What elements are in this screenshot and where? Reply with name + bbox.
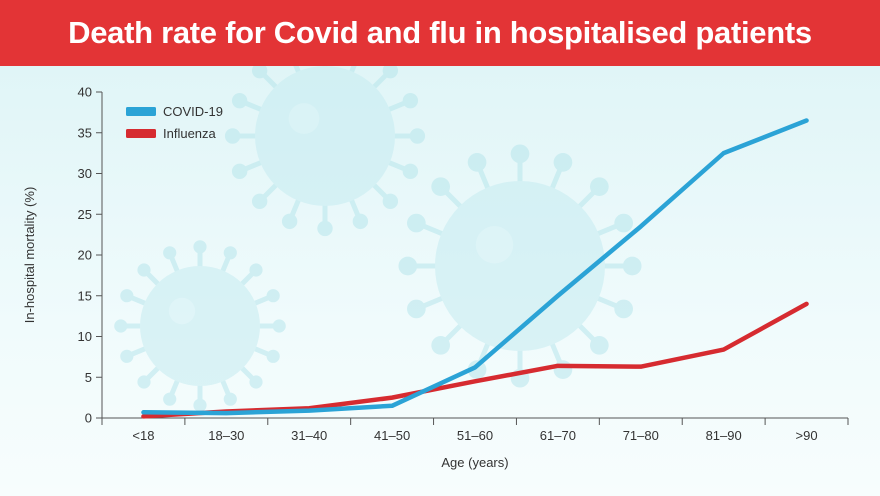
virus-spike-tip	[402, 92, 419, 109]
virus-spike-tip	[249, 375, 263, 389]
virus-spike-tip	[251, 66, 268, 79]
virus-spike-tip	[114, 319, 128, 333]
virus-spike-tip	[137, 263, 151, 277]
virus-spike-tip	[398, 256, 418, 276]
virus-spike-tip	[163, 392, 177, 406]
virus-spike-tip	[223, 246, 237, 260]
virus-spike-tip	[266, 289, 280, 303]
x-tick-label: 71–80	[623, 428, 659, 443]
y-tick-label: 0	[85, 411, 92, 426]
legend-swatch-influenza	[126, 129, 156, 138]
x-tick-label: 41–50	[374, 428, 410, 443]
virus-spike-tip	[589, 335, 609, 355]
virus-spike-tip	[137, 375, 151, 389]
virus-spike-tip	[163, 246, 177, 260]
x-tick-label: 31–40	[291, 428, 327, 443]
virus-spike-tip	[589, 177, 609, 197]
virus-spike-tip	[409, 128, 426, 144]
virus-spike-tip	[467, 152, 487, 172]
line-chart: 0 5 10 15 20 25 30 35 40 <18 18–30 31–40 41–50 51–60…	[22, 66, 849, 470]
virus-spike-tip	[272, 319, 286, 333]
x-tick-label: 81–90	[706, 428, 742, 443]
virus-spike-tip	[231, 163, 248, 180]
x-tick-label: 18–30	[208, 428, 244, 443]
virus-spike-tip	[467, 360, 487, 380]
virus-spike-tip	[251, 193, 268, 210]
virus-spike-tip	[553, 360, 573, 380]
virus-spike-tip	[317, 220, 333, 237]
virus-highlight	[168, 297, 196, 325]
chart-title: Death rate for Covid and flu in hospital…	[68, 15, 812, 50]
legend-swatch-covid-19	[126, 107, 156, 116]
virus-body	[255, 66, 395, 206]
virus-body	[435, 181, 605, 351]
y-axis-ticks: 0 5 10 15 20 25 30 35 40	[78, 85, 102, 426]
x-axis-ticks: <18 18–30 31–40 41–50 51–60 61–70 71–80 81–90 >9…	[101, 418, 849, 443]
x-tick-label: >90	[796, 428, 818, 443]
x-tick-label: 51–60	[457, 428, 493, 443]
virus-background-illustration	[114, 66, 642, 412]
x-axis-title: Age (years)	[441, 455, 508, 470]
virus-spike-tip	[249, 263, 263, 277]
y-tick-label: 40	[78, 85, 92, 100]
virus-spike-tip	[553, 152, 573, 172]
y-tick-label: 35	[78, 125, 92, 140]
y-tick-label: 10	[78, 329, 92, 344]
virus-highlight	[475, 226, 514, 264]
legend-label-influenza: Influenza	[163, 126, 217, 141]
virus-spike-tip	[431, 177, 451, 197]
virus-spike-tip	[431, 335, 451, 355]
virus-spike-tip	[193, 398, 207, 412]
virus-spike-tip	[281, 213, 298, 230]
virus-spike-tip	[382, 66, 399, 79]
x-tick-label: <18	[132, 428, 154, 443]
virus-spike-tip	[614, 299, 634, 319]
virus-spike-tip	[224, 128, 241, 144]
virus-spike	[349, 66, 357, 74]
legend-label-covid-19: COVID-19	[163, 104, 223, 119]
covid-19-line	[141, 118, 809, 416]
title-banner: Death rate for Covid and flu in hospital…	[0, 0, 880, 66]
virus-spike-tip	[231, 92, 248, 109]
virus-illustration	[114, 240, 286, 412]
chart-panel: 0 5 10 15 20 25 30 35 40 <18 18–30 31–40 41–50 51–60…	[0, 66, 880, 496]
virus-spike-tip	[406, 299, 426, 319]
virus-spike-tip	[622, 256, 642, 276]
virus-spike	[293, 66, 301, 74]
virus-spike-tip	[352, 213, 369, 230]
virus-spike-tip	[120, 349, 134, 363]
virus-spike-tip	[120, 289, 134, 303]
virus-spike-tip	[406, 213, 426, 233]
virus-spike-tip	[266, 349, 280, 363]
virus-spike-tip	[614, 213, 634, 233]
virus-spike-tip	[382, 193, 399, 210]
series-layer	[141, 118, 809, 419]
y-tick-label: 30	[78, 166, 92, 181]
y-axis-title: In-hospital mortality (%)	[22, 187, 37, 324]
virus-illustration	[224, 66, 426, 237]
virus-spike-tip	[223, 392, 237, 406]
virus-highlight	[288, 103, 320, 134]
y-tick-label: 15	[78, 288, 92, 303]
virus-body	[140, 266, 260, 386]
virus-spike-tip	[402, 163, 419, 180]
virus-spike-tip	[193, 240, 207, 254]
x-tick-label: 61–70	[540, 428, 576, 443]
y-tick-label: 25	[78, 207, 92, 222]
legend: COVID-19 Influenza	[126, 104, 223, 141]
virus-spike-tip	[510, 144, 530, 164]
y-tick-label: 20	[78, 248, 92, 263]
virus-illustration	[398, 144, 642, 388]
y-tick-label: 5	[85, 370, 92, 385]
